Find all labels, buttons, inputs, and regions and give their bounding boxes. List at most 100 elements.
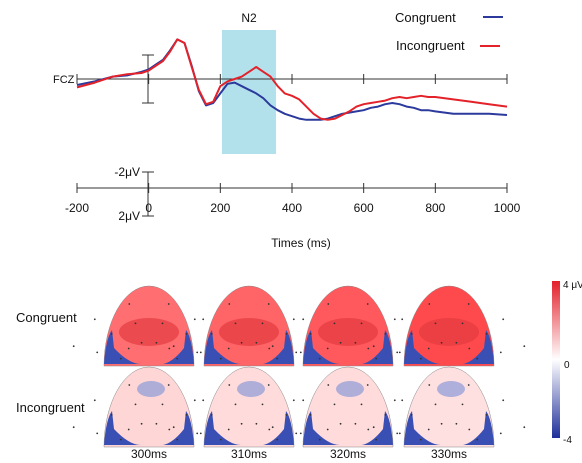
row-label-incongruent: Incongruent — [16, 400, 85, 415]
electrode-dot — [255, 422, 258, 425]
topo-head-shape — [203, 366, 295, 448]
topo-edge-right — [362, 330, 393, 364]
electrode-dot — [134, 322, 137, 325]
electrode-dot — [326, 428, 329, 431]
color-scale-mid-label: 0 — [564, 360, 570, 371]
topo-edge-right — [263, 330, 294, 364]
electrode-dot — [110, 333, 113, 335]
baseline-ticks — [76, 74, 508, 84]
electrode-dot — [434, 322, 437, 325]
electrode-label: FCZ — [53, 74, 75, 86]
electrode-dot — [434, 403, 437, 406]
electrode-dot — [127, 347, 130, 350]
topo-edge-left — [404, 330, 441, 364]
color-scale-bar — [552, 281, 560, 438]
electrode-dot — [227, 347, 230, 350]
time-ticks: -200 0 200 400 600 800 1000 — [65, 183, 521, 215]
electrode-dot — [476, 438, 479, 441]
row-label-congruent: Congruent — [16, 310, 77, 325]
electrode-dot — [267, 303, 270, 305]
electrode-dot — [176, 438, 179, 441]
electrode-dot — [202, 399, 205, 402]
electrode-dot — [276, 438, 279, 441]
electrode-dot — [455, 422, 458, 425]
electrode-dot — [375, 357, 378, 360]
electrode-dot — [295, 432, 298, 435]
electrode-dot — [234, 403, 237, 406]
topo-edge-right — [163, 411, 194, 445]
electrode-dot — [261, 322, 264, 325]
electrode-dot — [327, 384, 330, 386]
electrode-dot — [318, 357, 321, 360]
series-lines — [76, 38, 508, 121]
electrode-dot — [467, 384, 470, 386]
electrode-dot — [161, 403, 164, 406]
electrode-dot — [396, 351, 399, 354]
electrode-dot — [367, 347, 370, 350]
electrode-dot — [140, 422, 143, 425]
n2-annotation: N2 — [241, 11, 257, 25]
topo-head-shape — [302, 366, 394, 448]
electrode-dot — [309, 414, 312, 416]
electrode-dot — [210, 414, 213, 416]
electrode-dot — [476, 357, 479, 360]
electrode-dot — [155, 422, 158, 425]
electrode-dot — [419, 357, 422, 360]
electrode-dot — [318, 438, 321, 441]
electrode-dot — [372, 345, 375, 348]
electrode-dot — [219, 357, 222, 360]
electrode-dot — [128, 384, 131, 386]
topo-edge-left — [404, 411, 441, 445]
electrode-dot — [398, 432, 401, 435]
topo-edge-left — [204, 330, 241, 364]
electrode-dot — [523, 345, 526, 348]
electrode-dot — [199, 351, 202, 354]
electrode-dot — [333, 403, 336, 406]
color-scale: 4 μV 0 -4 — [552, 280, 582, 446]
electrode-dot — [427, 428, 430, 431]
electrode-dot — [96, 351, 99, 354]
electrode-dot — [393, 399, 396, 402]
electrode-dot — [255, 341, 258, 344]
electrode-dot — [354, 422, 357, 425]
electrode-dot — [299, 432, 302, 435]
electrode-dot — [119, 357, 122, 360]
time-label: 310ms — [231, 447, 267, 461]
electrode-dot — [523, 426, 526, 429]
electrode-dot — [292, 399, 295, 402]
electrode-dot — [72, 345, 75, 348]
electrode-dot — [299, 351, 302, 354]
electrode-dot — [72, 426, 75, 429]
electrode-dot — [455, 341, 458, 344]
electrode-dot — [339, 422, 342, 425]
electrode-dot — [485, 414, 488, 416]
time-labels: 300ms 310ms 320ms 330ms — [131, 447, 467, 461]
electrode-dot — [302, 318, 305, 321]
electrode-dot — [367, 428, 370, 431]
topo-edge-right — [263, 411, 294, 445]
electrode-dot — [172, 345, 175, 348]
time-tick-label: 400 — [282, 201, 302, 215]
electrode-dot — [295, 351, 298, 354]
time-label: 300ms — [131, 447, 167, 461]
topo-head — [271, 285, 425, 367]
electrode-dot — [428, 303, 431, 305]
electrode-dot — [372, 426, 375, 429]
electrode-dot — [339, 341, 342, 344]
electrode-dot — [360, 322, 363, 325]
electrode-dot — [326, 347, 329, 350]
electrode-dot — [502, 318, 505, 321]
topo-head — [72, 285, 226, 367]
electrode-dot — [410, 333, 413, 335]
electrode-dot — [267, 384, 270, 386]
electrode-dot — [96, 432, 99, 435]
electrode-dot — [396, 432, 399, 435]
electrode-dot — [384, 414, 387, 416]
electrode-dot — [499, 351, 502, 354]
electrode-dot — [110, 414, 113, 416]
topo-head — [372, 285, 526, 367]
legend-label-incongruent: Incongruent — [396, 38, 465, 53]
topo-edge-left — [303, 411, 340, 445]
topo-edge-right — [163, 330, 194, 364]
electrode-dot — [185, 414, 188, 416]
